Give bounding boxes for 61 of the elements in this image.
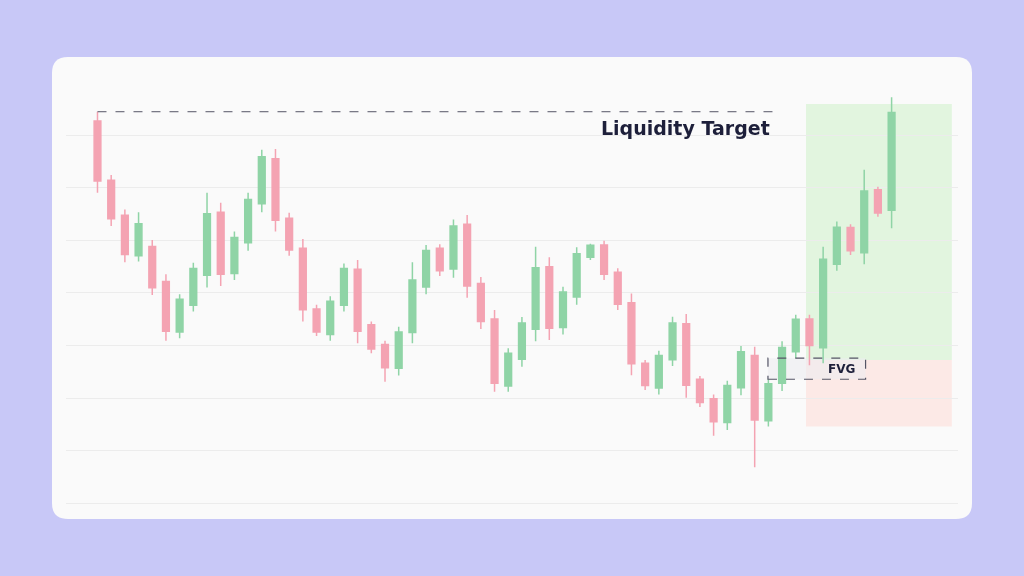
candlestick: [490, 309, 499, 393]
candlestick: [134, 211, 143, 263]
candlestick: [805, 314, 814, 366]
band-label: FVG: [828, 362, 856, 376]
candlestick: [819, 246, 828, 365]
candlestick: [189, 261, 198, 313]
candlestick: [846, 223, 855, 256]
candlestick: [120, 208, 129, 264]
candlestick: [285, 211, 294, 257]
candlestick: [504, 347, 513, 393]
candlestick: [326, 295, 335, 342]
candlestick: [367, 320, 376, 355]
candlestick: [545, 256, 554, 341]
candlestick: [668, 315, 677, 367]
candlestick: [408, 261, 417, 345]
candlestick: [572, 246, 581, 306]
candlestick: [613, 267, 622, 311]
candlestick: [627, 292, 636, 376]
candlestick: [380, 340, 390, 383]
candlestick: [750, 345, 759, 469]
candlestick: [723, 379, 732, 431]
candlestick: [586, 243, 595, 261]
candlestick: [175, 293, 184, 339]
candlestick: [736, 345, 746, 396]
candlestick: [641, 359, 650, 391]
candlestick: [312, 304, 321, 337]
candlestick: [531, 246, 540, 342]
candlestick: [832, 220, 841, 272]
ref-line-label: Liquidity Target: [601, 117, 770, 139]
candlestick: [791, 314, 800, 359]
candlestick: [558, 285, 568, 336]
candlestick: [463, 214, 472, 299]
candlestick: [695, 375, 705, 408]
candlestick: [216, 202, 225, 287]
candlestick: [449, 218, 458, 279]
candlestick: [243, 192, 253, 252]
candlestick: [161, 273, 171, 342]
candlestick: [654, 350, 663, 396]
candlestick: [682, 313, 691, 399]
candlestick: [777, 340, 787, 392]
candlestick: [257, 149, 266, 214]
candlestick: [148, 239, 157, 296]
candlestick: [873, 186, 883, 218]
candlestick: [271, 148, 280, 233]
candlestick: [476, 276, 485, 330]
candlestick: [202, 192, 212, 289]
candlestick: [435, 243, 444, 277]
candlestick: [353, 259, 362, 345]
candlestick: [421, 244, 431, 295]
candlestick: [764, 378, 773, 428]
candlestick: [887, 96, 896, 230]
candlestick: [860, 169, 869, 265]
candlestick: [394, 325, 403, 377]
candlestick: [709, 393, 718, 437]
candlestick: [107, 174, 116, 227]
candlestick: [230, 230, 239, 281]
candlestick: [339, 262, 349, 313]
candlestick: [517, 316, 527, 368]
candlestick: [599, 240, 609, 281]
candlestick: [298, 238, 307, 323]
candlestick: [93, 110, 102, 194]
